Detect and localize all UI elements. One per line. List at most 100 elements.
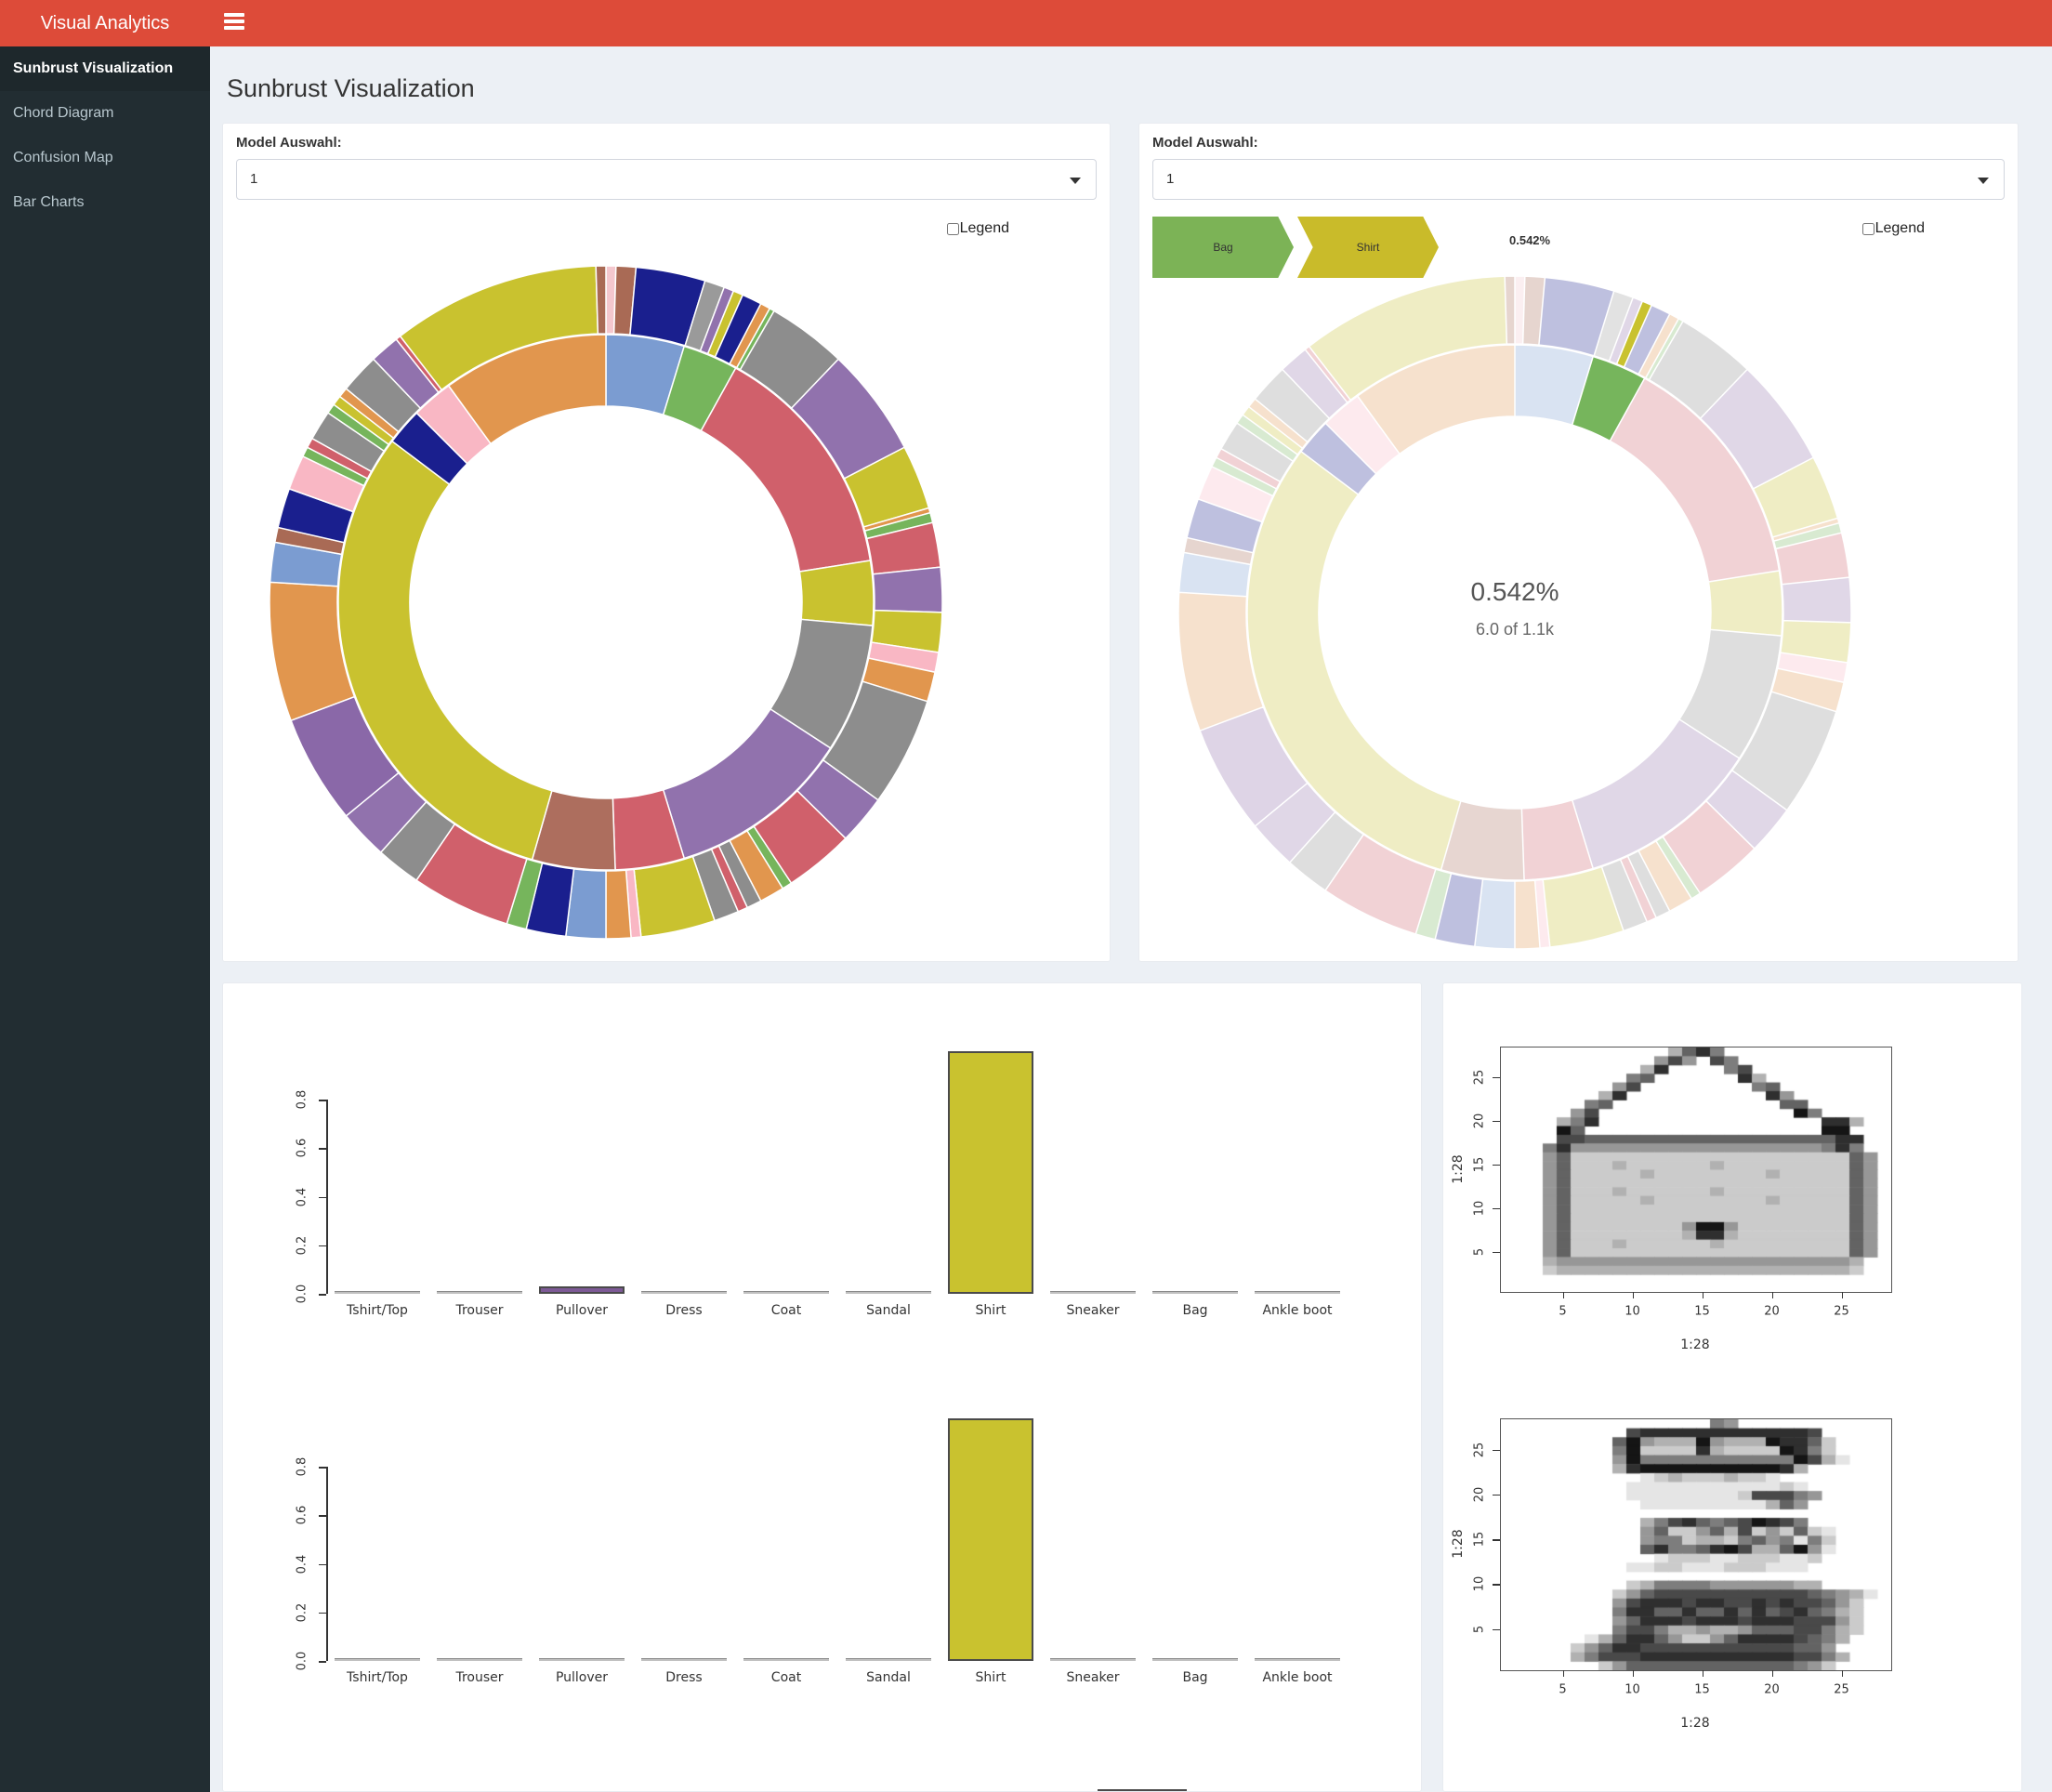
sunburst-segment[interactable] (1654, 836, 1702, 900)
sunburst-segment[interactable] (337, 440, 553, 861)
y-axis-tick (319, 1661, 326, 1663)
sunburst-segment[interactable] (1304, 345, 1352, 404)
sunburst-segment[interactable] (1440, 799, 1525, 881)
sunburst-segment[interactable] (1771, 517, 1840, 543)
sunburst-segment[interactable] (1644, 317, 1685, 381)
sunburst-segment[interactable] (1542, 865, 1624, 948)
sunburst-segment[interactable] (1730, 691, 1837, 811)
sunburst-segment[interactable] (1514, 879, 1541, 950)
sunburst-segment[interactable] (1779, 619, 1852, 664)
sunburst-segment[interactable] (1752, 456, 1839, 538)
sunburst-segment[interactable] (1609, 377, 1781, 583)
legend-checkbox[interactable] (946, 222, 959, 235)
sunburst-segment[interactable] (1770, 667, 1845, 713)
heatmap-y-tick (1493, 1251, 1500, 1254)
sunburst-segment[interactable] (605, 869, 632, 940)
sidebar-item-bar-charts[interactable]: Bar Charts (13, 194, 85, 210)
heatmap-x-tick (1702, 1670, 1703, 1677)
y-axis-tick (319, 1100, 326, 1101)
sunburst-segment[interactable] (1626, 850, 1671, 919)
sunburst-segment[interactable] (1623, 304, 1671, 376)
sunburst-segment[interactable] (1219, 422, 1295, 483)
sunburst-segment[interactable] (1615, 300, 1653, 368)
y-axis-tick-label: 0.0 (295, 1651, 309, 1671)
sunburst-segment[interactable] (1215, 447, 1282, 490)
legend-toggle[interactable]: Legend (946, 220, 1009, 237)
sunburst-segment[interactable] (1704, 769, 1788, 850)
app-logo[interactable]: Visual Analytics (0, 0, 210, 46)
sunburst-segment[interactable] (1571, 355, 1646, 442)
sunburst-segment[interactable] (1504, 275, 1516, 345)
heatmap-y-tick-label: 15 (1472, 1531, 1487, 1548)
sunburst-segment[interactable] (1242, 405, 1304, 456)
sunburst-segment[interactable] (1638, 839, 1693, 913)
sunburst-segment[interactable] (1593, 290, 1635, 362)
sunburst-segment[interactable] (1538, 276, 1615, 357)
sunburst-segment[interactable] (1254, 782, 1336, 864)
sunburst-segment[interactable] (1707, 570, 1783, 637)
sidebar-toggle-hamburger-icon[interactable] (224, 13, 248, 33)
sunburst-segment[interactable] (1308, 275, 1508, 402)
bar-shirt-partial (1098, 1789, 1187, 1791)
sunburst-segment[interactable] (1186, 497, 1263, 554)
sunburst-segment[interactable] (1288, 810, 1365, 892)
model-select-value: 1 (1166, 171, 1175, 187)
top-navbar: Visual Analytics (0, 0, 2052, 46)
sunburst-segment[interactable] (1662, 799, 1756, 895)
sunburst-segment[interactable] (1246, 450, 1462, 871)
sunburst-segment[interactable] (1776, 652, 1848, 684)
sunburst-segment[interactable] (1521, 275, 1546, 346)
sidebar-item-sunburst-visualization[interactable]: Sunbrust Visualization (0, 46, 210, 91)
sunburst-segment[interactable] (1254, 368, 1331, 443)
heatmap-x-axis-label: 1:28 (1680, 1716, 1710, 1731)
sunburst-segment[interactable] (798, 560, 875, 626)
legend-checkbox[interactable] (1861, 222, 1874, 235)
sunburst-segment[interactable] (1772, 521, 1843, 550)
sunburst-segment[interactable] (1199, 705, 1309, 827)
sunburst-segment[interactable] (1434, 872, 1484, 948)
bar-ankle-boot (1255, 1658, 1340, 1661)
sidebar-item-confusion-map[interactable]: Confusion Map (13, 150, 113, 165)
x-axis-category-label: Tshirt/Top (347, 1670, 408, 1685)
sunburst-segment[interactable] (872, 566, 943, 613)
y-axis-tick-label: 0.8 (295, 1456, 309, 1477)
sunburst-segment[interactable] (1182, 536, 1255, 566)
sunburst-segment[interactable] (1247, 398, 1309, 450)
sunburst-segment[interactable] (1600, 858, 1649, 932)
sunburst-segment[interactable] (1356, 344, 1516, 455)
sunburst-segment[interactable] (1533, 878, 1551, 949)
sunburst-segment[interactable] (1677, 628, 1782, 759)
sunburst-segment[interactable] (1324, 833, 1437, 935)
sunburst-center-readout: 0.542% 6.0 of 1.1k (1375, 577, 1654, 639)
sunburst-segment[interactable] (595, 265, 607, 335)
sunburst-segment[interactable] (1299, 422, 1377, 496)
sunburst-segment[interactable] (1774, 532, 1850, 586)
sunburst-segment[interactable] (1648, 320, 1749, 420)
heatmap-x-tick-label: 20 (1764, 1682, 1780, 1697)
heatmap-x-tick-label: 20 (1764, 1304, 1780, 1319)
sunburst-segment[interactable] (1235, 414, 1299, 463)
sunburst-segment[interactable] (447, 334, 607, 445)
sunburst-segment[interactable] (1571, 718, 1741, 870)
sunburst-segment[interactable] (1281, 348, 1348, 420)
sunburst-segment[interactable] (1520, 798, 1595, 881)
model-select-dropdown[interactable]: 1 (1152, 159, 2005, 200)
x-axis-category-label: Coat (770, 1303, 802, 1318)
model-select-dropdown[interactable]: 1 (236, 159, 1097, 200)
sunburst-segment[interactable] (1781, 576, 1852, 624)
y-axis-tick-label: 0.6 (295, 1139, 309, 1158)
sunburst-segment[interactable] (1699, 368, 1815, 490)
sunburst-segment[interactable] (1324, 394, 1401, 475)
sunburst-segment[interactable] (1210, 456, 1278, 497)
sunburst-segment[interactable] (1177, 591, 1265, 732)
sunburst-segment[interactable] (1514, 275, 1526, 345)
sunburst-segment[interactable] (1473, 878, 1516, 950)
sunburst-segment[interactable] (1197, 465, 1274, 523)
sunburst-segment[interactable] (1638, 312, 1680, 379)
sunburst-segment[interactable] (1414, 868, 1453, 941)
sunburst-segment[interactable] (1619, 855, 1658, 923)
sunburst-segment[interactable] (1177, 551, 1252, 598)
sidebar-item-chord-diagram[interactable]: Chord Diagram (13, 105, 114, 121)
heatmap-y-tick (1493, 1584, 1500, 1586)
legend-toggle[interactable]: Legend (1861, 220, 1925, 237)
